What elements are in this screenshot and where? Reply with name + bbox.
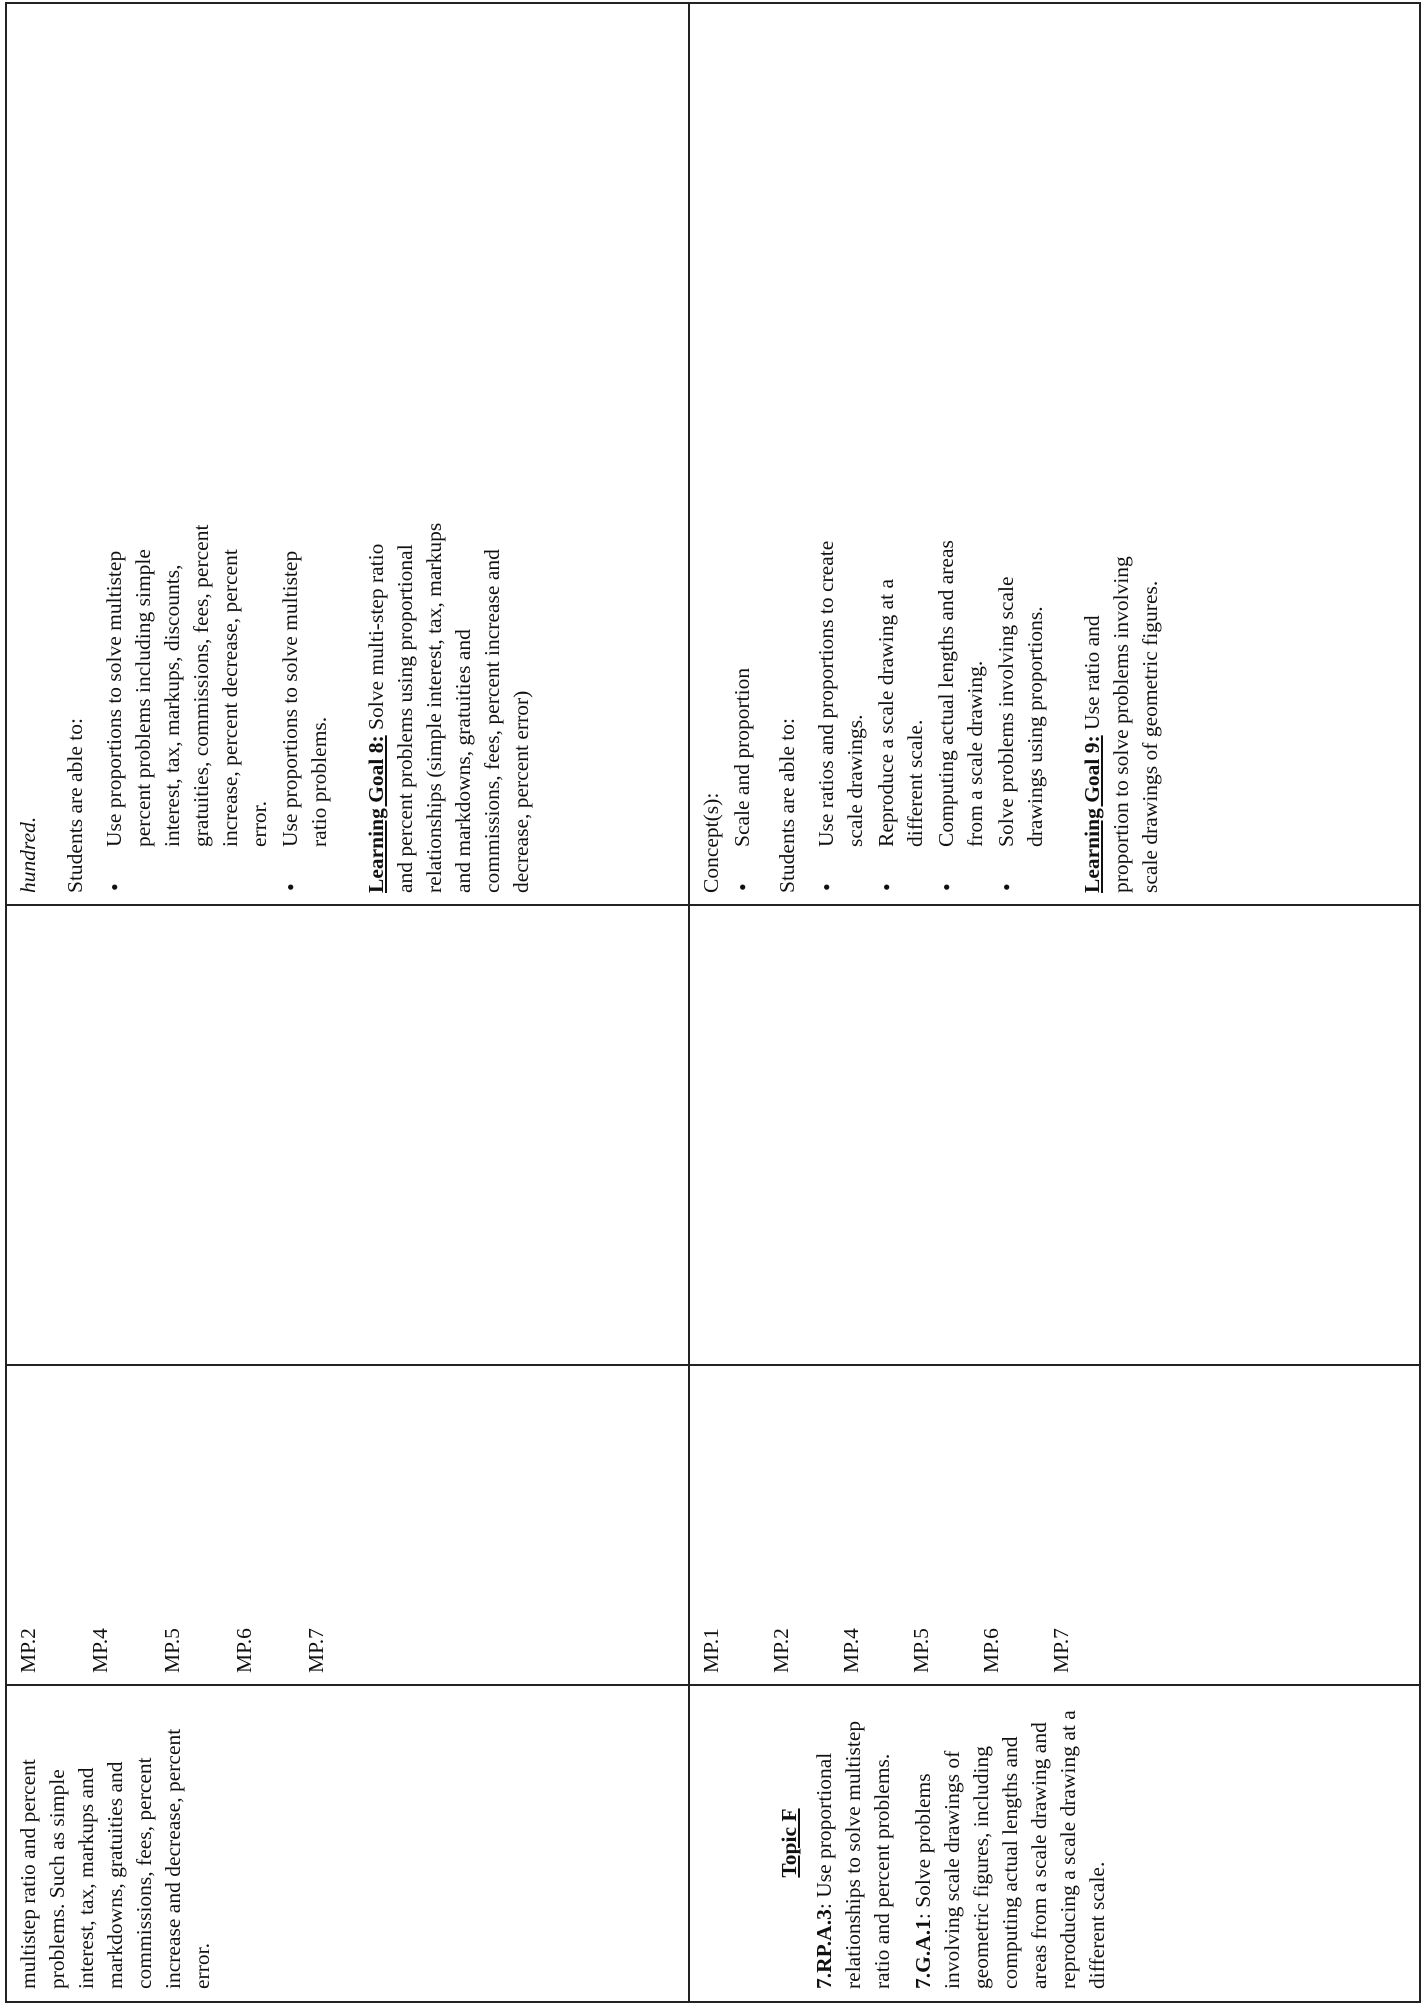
row1-standard-cell: multistep ratio and percent problems. Su… xyxy=(14,1697,217,1989)
row1-learning-cell: hundred. Students are able to: Use propo… xyxy=(14,521,536,893)
topic-heading: Topic F xyxy=(777,1808,801,1878)
table-row-divider xyxy=(688,3,690,2003)
row1-standard-text: multistep ratio and percent problems. Su… xyxy=(16,1728,214,1989)
practice-item: MP.7 xyxy=(304,1628,328,1673)
skill-item: Solve problems involving scale drawings … xyxy=(992,521,1050,847)
row1-practices-cell: MP.2 MP.4 MP.5 MP.6 MP.7 xyxy=(14,1383,374,1673)
skill-item: Use ratios and proportions to create sca… xyxy=(812,521,870,847)
skill-item: Use proportions to solve multistep ratio… xyxy=(276,521,334,847)
standard-7rpa3: 7.RP.A.3: Use proportional relationships… xyxy=(810,1697,897,1989)
row2-practices-cell: MP.1 MP.2 MP.4 MP.5 MP.6 MP.7 xyxy=(697,1383,1117,1673)
row2-standard-cell: Topic F 7.RP.A.3: Use proportional relat… xyxy=(697,1697,1112,1989)
table-col-divider-3 xyxy=(5,904,1421,906)
practice-item: MP.4 xyxy=(839,1628,863,1673)
skill-item: Reproduce a scale drawing at a different… xyxy=(872,521,930,847)
practice-item: MP.5 xyxy=(160,1628,184,1673)
learning-goal-text: Solve multi-step ratio and percent probl… xyxy=(364,522,533,893)
practice-item: MP.4 xyxy=(88,1628,112,1673)
practice-item: MP.5 xyxy=(909,1628,933,1673)
learning-goal-label: Learning Goal 9: xyxy=(1080,735,1104,893)
table-col-divider-2 xyxy=(5,1364,1421,1366)
students-able-label: Students are able to: xyxy=(775,718,799,893)
practice-item: MP.1 xyxy=(699,1628,723,1673)
learning-goal-label: Learning Goal 8: xyxy=(364,735,388,893)
table-border-right xyxy=(5,2,1421,4)
skill-item: Use proportions to solve multistep perce… xyxy=(100,521,274,847)
row2-skill-list: Use ratios and proportions to create sca… xyxy=(812,521,1050,893)
skill-item: Computing actual lengths and areas from … xyxy=(932,521,990,847)
practice-item: MP.6 xyxy=(979,1628,1003,1673)
practice-item: MP.6 xyxy=(232,1628,256,1673)
row1-continued-text: hundred. xyxy=(16,816,40,893)
concept-item: Scale and proportion xyxy=(728,521,757,847)
table-border-bottom xyxy=(1419,3,1421,2003)
practice-item: MP.2 xyxy=(769,1628,793,1673)
standard-text: : Solve problems involving scale drawing… xyxy=(911,1710,1109,1989)
concept-list: Scale and proportion xyxy=(728,521,757,893)
table-border-top xyxy=(5,3,7,2003)
practice-item: MP.2 xyxy=(16,1628,40,1673)
standard-code: 7.RP.A.3 xyxy=(812,1909,836,1989)
students-able-label: Students are able to: xyxy=(63,718,87,893)
table-border-left xyxy=(5,2001,1421,2003)
learning-goal-9: Learning Goal 9: Use ratio and proportio… xyxy=(1078,521,1165,893)
standard-7ga1: 7.G.A.1: Solve problems involving scale … xyxy=(909,1697,1112,1989)
row2-learning-cell: Concept(s): Scale and proportion Student… xyxy=(697,521,1165,893)
practice-item: MP.7 xyxy=(1049,1628,1073,1673)
standard-code: 7.G.A.1 xyxy=(911,1919,935,1989)
table-col-divider-1 xyxy=(5,1684,1421,1686)
concepts-label: Concept(s): xyxy=(699,792,723,893)
learning-goal-8: Learning Goal 8: Solve multi-step ratio … xyxy=(362,521,536,893)
row1-skill-list: Use proportions to solve multistep perce… xyxy=(100,521,334,893)
